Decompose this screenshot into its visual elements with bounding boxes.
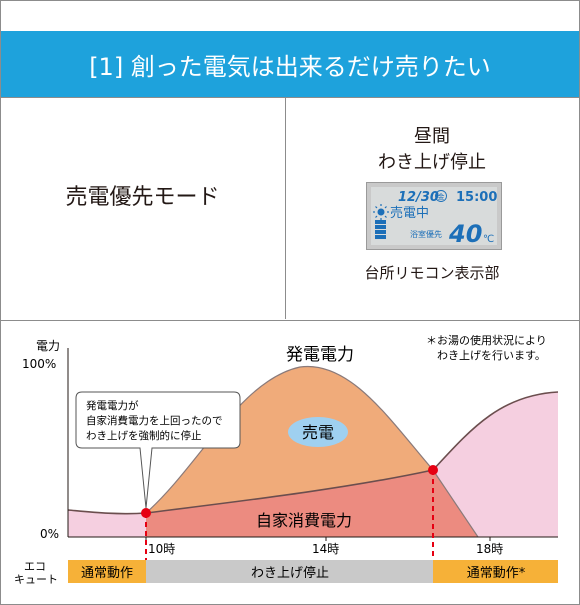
callout-box: 発電電力が 自家消費電力を上回ったので わき上げを強制的に停止 — [75, 391, 241, 509]
x-tick-label-10: 10時 — [148, 542, 175, 556]
lcd-temperature-unit: ℃ — [483, 234, 494, 245]
page-header: [1] 創った電気は出来るだけ売りたい — [1, 31, 579, 97]
lcd-screen: 12/30 金 15:00 売電中 — [371, 187, 497, 248]
remote-title-line1: 昼間 — [414, 126, 450, 147]
remote-lcd-display: 12/30 金 15:00 売電中 — [366, 182, 502, 250]
remote-title: 昼間 わき上げ停止 — [286, 124, 578, 176]
power-chart: 電力 100% 0% 10時 14時 18時 発電電力 自家消費電力 売電 ＊お… — [14, 333, 559, 586]
sun-icon — [373, 204, 389, 220]
crossing-point-evening — [428, 465, 438, 475]
callout-line3: わき上げを強制的に停止 — [86, 429, 202, 442]
consumption-area — [146, 470, 478, 537]
lcd-temperature: 40 — [448, 220, 482, 245]
note-line1: ＊お湯の使用状況により — [426, 333, 547, 347]
callout-line1: 発電電力が — [86, 399, 139, 412]
water-heating-area-morning — [68, 510, 146, 537]
callout-line2: 自家消費電力を上回ったので — [86, 414, 223, 427]
consumption-line — [67, 391, 559, 515]
ecocute-label-line2: キュート — [14, 573, 58, 586]
lcd-weekday: 金 — [438, 192, 445, 201]
ecocute-segment-normal-2 — [433, 560, 558, 583]
mode-panel — [1, 97, 579, 321]
remote-caption: 台所リモコン表示部 — [364, 264, 500, 282]
y-axis-max-label: 100% — [22, 357, 56, 371]
sell-badge — [288, 417, 348, 447]
battery-level-icon — [375, 220, 386, 239]
lcd-weekday-circle — [435, 190, 447, 202]
ecocute-label-line1: エコ — [24, 560, 46, 573]
lcd-date: 12/30 — [398, 190, 439, 205]
lcd-time: 15:00 — [456, 190, 497, 205]
crossing-point-morning — [141, 508, 151, 518]
ecocute-segment-stop — [146, 560, 433, 583]
lcd-status: 売電中 — [390, 205, 429, 221]
ecocute-segment-label-2: わき上げ停止 — [251, 565, 329, 581]
x-tick-label-18: 18時 — [476, 542, 503, 556]
sell-label: 売電 — [302, 423, 334, 442]
consumption-label: 自家消費電力 — [256, 511, 352, 530]
water-heating-area-evening — [433, 392, 558, 537]
mode-label: 売電優先モード — [65, 185, 220, 210]
note-line2: わき上げを行います。 — [437, 349, 546, 362]
header-title: [1] 創った電気は出来るだけ売りたい — [89, 52, 491, 81]
lcd-svg: 12/30 金 15:00 売電中 — [373, 190, 497, 248]
y-axis-min-label: 0% — [40, 527, 59, 541]
panel-divider — [285, 97, 286, 319]
lcd-mode: 浴室優先 — [410, 229, 442, 239]
y-axis-label: 電力 — [36, 339, 60, 353]
ecocute-segment-normal-1 — [68, 560, 146, 583]
generation-line — [145, 365, 479, 538]
remote-title-line2: わき上げ停止 — [378, 152, 486, 173]
x-tick-label-14: 14時 — [312, 542, 339, 556]
ecocute-segment-label-3: 通常動作* — [467, 566, 526, 581]
ecocute-segment-label-1: 通常動作 — [81, 566, 133, 581]
generation-label: 発電電力 — [286, 345, 354, 365]
